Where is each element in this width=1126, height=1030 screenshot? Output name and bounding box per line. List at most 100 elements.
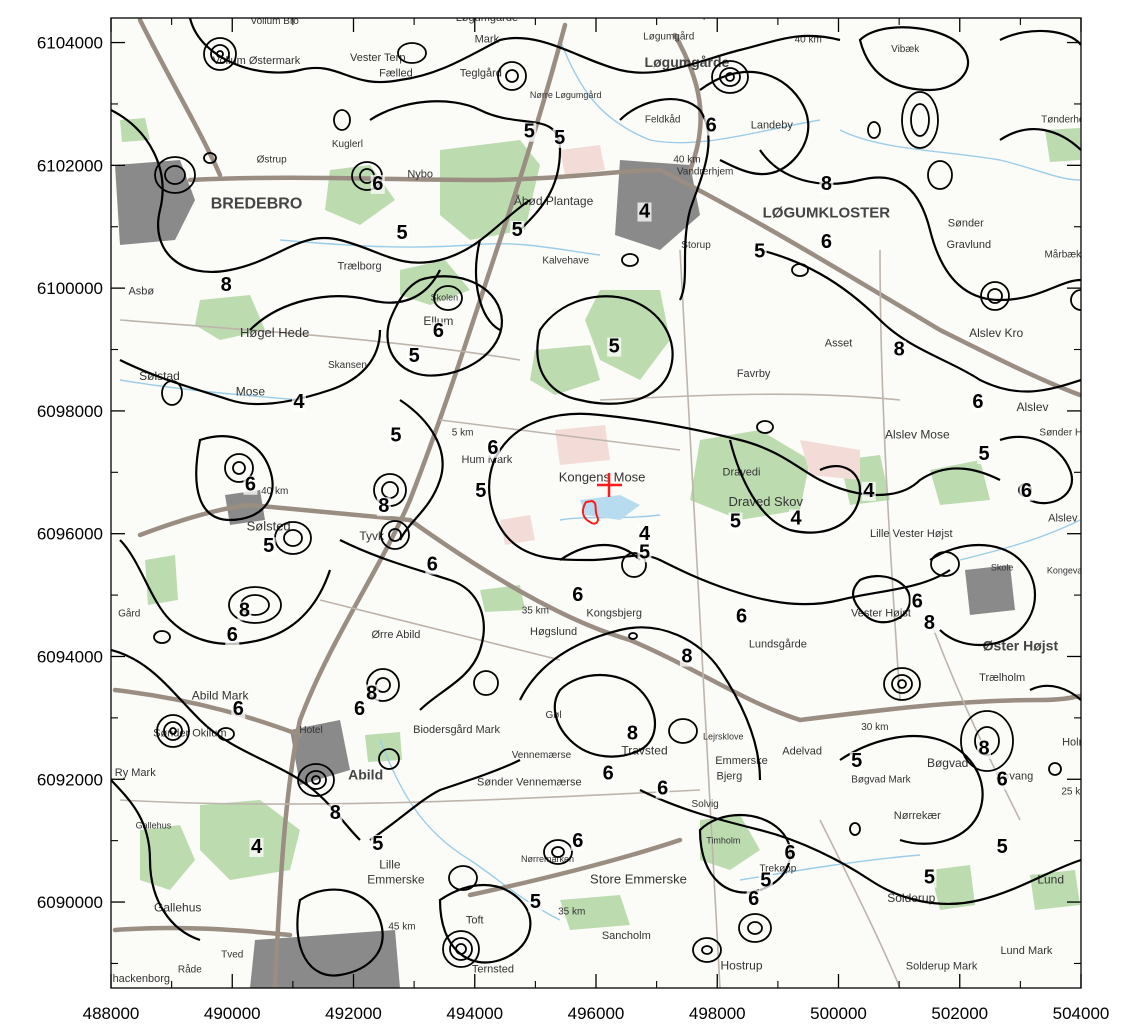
site-outline: [581, 499, 599, 525]
place-name: Ørre Abild: [371, 629, 420, 641]
peak-ring: [930, 551, 960, 577]
road: [137, 18, 223, 178]
minor-road: [119, 319, 521, 361]
place-name: Solvig: [692, 799, 719, 810]
place-name: Sølsted: [247, 519, 291, 534]
contour-line: [499, 412, 1001, 496]
farmland-patch: [555, 425, 610, 465]
peak-ring: [224, 453, 254, 483]
stream: [119, 379, 301, 401]
peak-ring: [628, 632, 638, 640]
contour-label-halo: [910, 592, 925, 612]
stream: [279, 239, 601, 256]
contour-label-halo: [977, 739, 991, 759]
peak-ring: [910, 103, 930, 137]
minor-road: [439, 419, 681, 451]
place-name: Kongsbjerg: [586, 608, 642, 620]
place-name: Høgel Hede: [240, 325, 309, 340]
place-name: Emmerske: [715, 755, 768, 767]
contour-line: [111, 109, 531, 273]
contour-line: [119, 539, 332, 646]
contour-label: 5: [475, 480, 486, 502]
place-name: Storup: [681, 240, 711, 251]
x-tick-label: 488000: [83, 1004, 140, 1023]
place-name: 35 km: [522, 606, 549, 617]
peak-ring: [455, 943, 467, 955]
contour-label: 8: [221, 274, 232, 296]
place-name: Tyvk: [359, 529, 385, 543]
road: [137, 502, 253, 538]
town-name: LØGUMKLOSTER: [763, 205, 891, 222]
town-bottom: [250, 930, 400, 988]
place-name: 40 km: [261, 486, 288, 497]
place-name: Travsted: [621, 744, 667, 758]
contour-peaks: [153, 37, 1081, 968]
place-name: Østrup: [257, 154, 287, 165]
woodland-patch: [140, 825, 195, 890]
contour-label: 4: [863, 480, 875, 502]
x-tick-label: 502000: [931, 1004, 988, 1023]
contour-label: 5: [390, 425, 401, 447]
place-name: 25 km: [1061, 787, 1088, 798]
peak-ring: [448, 865, 478, 891]
contour-label-halo: [231, 699, 246, 719]
contour-line: [399, 399, 444, 541]
contour-label-halo: [637, 524, 652, 544]
woodland-patch: [145, 555, 178, 605]
contour-line: [698, 813, 792, 894]
peak-ring: [497, 61, 527, 91]
place-name: Abild Mark: [192, 688, 250, 702]
x-tick-label: 496000: [568, 1004, 625, 1023]
place-name: Nørrekær: [894, 810, 941, 822]
peak-ring: [867, 121, 881, 139]
contour-line: [369, 100, 562, 231]
contour-label-halo: [819, 174, 834, 194]
place-name: Kongevænget: [1047, 566, 1104, 576]
place-name: Fælled: [379, 67, 413, 79]
y-tick-label: 6094000: [37, 647, 103, 666]
contour-line: [929, 544, 1037, 647]
contour-label: 6: [603, 762, 614, 784]
contour-label: 6: [354, 698, 365, 720]
peak-ring: [232, 461, 246, 475]
contour-label-halo: [607, 337, 622, 357]
place-name: Sønder: [948, 218, 984, 230]
contour-label: 5: [409, 345, 420, 367]
peak-ring: [725, 72, 735, 82]
contour-line: [553, 673, 656, 758]
peak-ring: [1048, 762, 1062, 776]
contour-line: [759, 248, 1081, 393]
peak-ring: [161, 380, 183, 406]
peak-ring: [210, 44, 230, 64]
place-name: Bøgvad: [927, 756, 968, 770]
place-name: Emmerske: [367, 873, 425, 887]
place-name: Råde: [178, 964, 202, 976]
place-name: Vollum Bro: [251, 16, 300, 27]
minor-road: [319, 599, 561, 661]
woodland-patch: [930, 865, 975, 910]
place-name: Sønder Hush: [1039, 427, 1098, 438]
woodland-patch: [480, 585, 525, 612]
farmland-patch: [500, 515, 535, 545]
place-name: 35 km: [558, 906, 585, 917]
contour-label: 5: [512, 219, 523, 241]
contour-label: 6: [972, 391, 983, 413]
contour-label-halo: [395, 224, 409, 244]
place-name: Holm: [1062, 737, 1088, 749]
peak-ring: [169, 727, 177, 735]
contour-label: 5: [639, 541, 650, 563]
place-name: Høgslund: [530, 626, 577, 638]
peak-ring: [1070, 289, 1081, 311]
contour-label: 8: [894, 339, 905, 361]
peak-ring: [543, 839, 573, 865]
contour-label: 8: [366, 682, 377, 704]
peak-ring: [701, 945, 713, 955]
contour-label: 6: [657, 778, 668, 800]
x-tick-label: 500000: [810, 1004, 867, 1023]
contour-label-halo: [570, 831, 585, 851]
peak-ring: [333, 109, 351, 131]
stream: [839, 129, 1081, 181]
contour-label-halo: [510, 220, 525, 240]
